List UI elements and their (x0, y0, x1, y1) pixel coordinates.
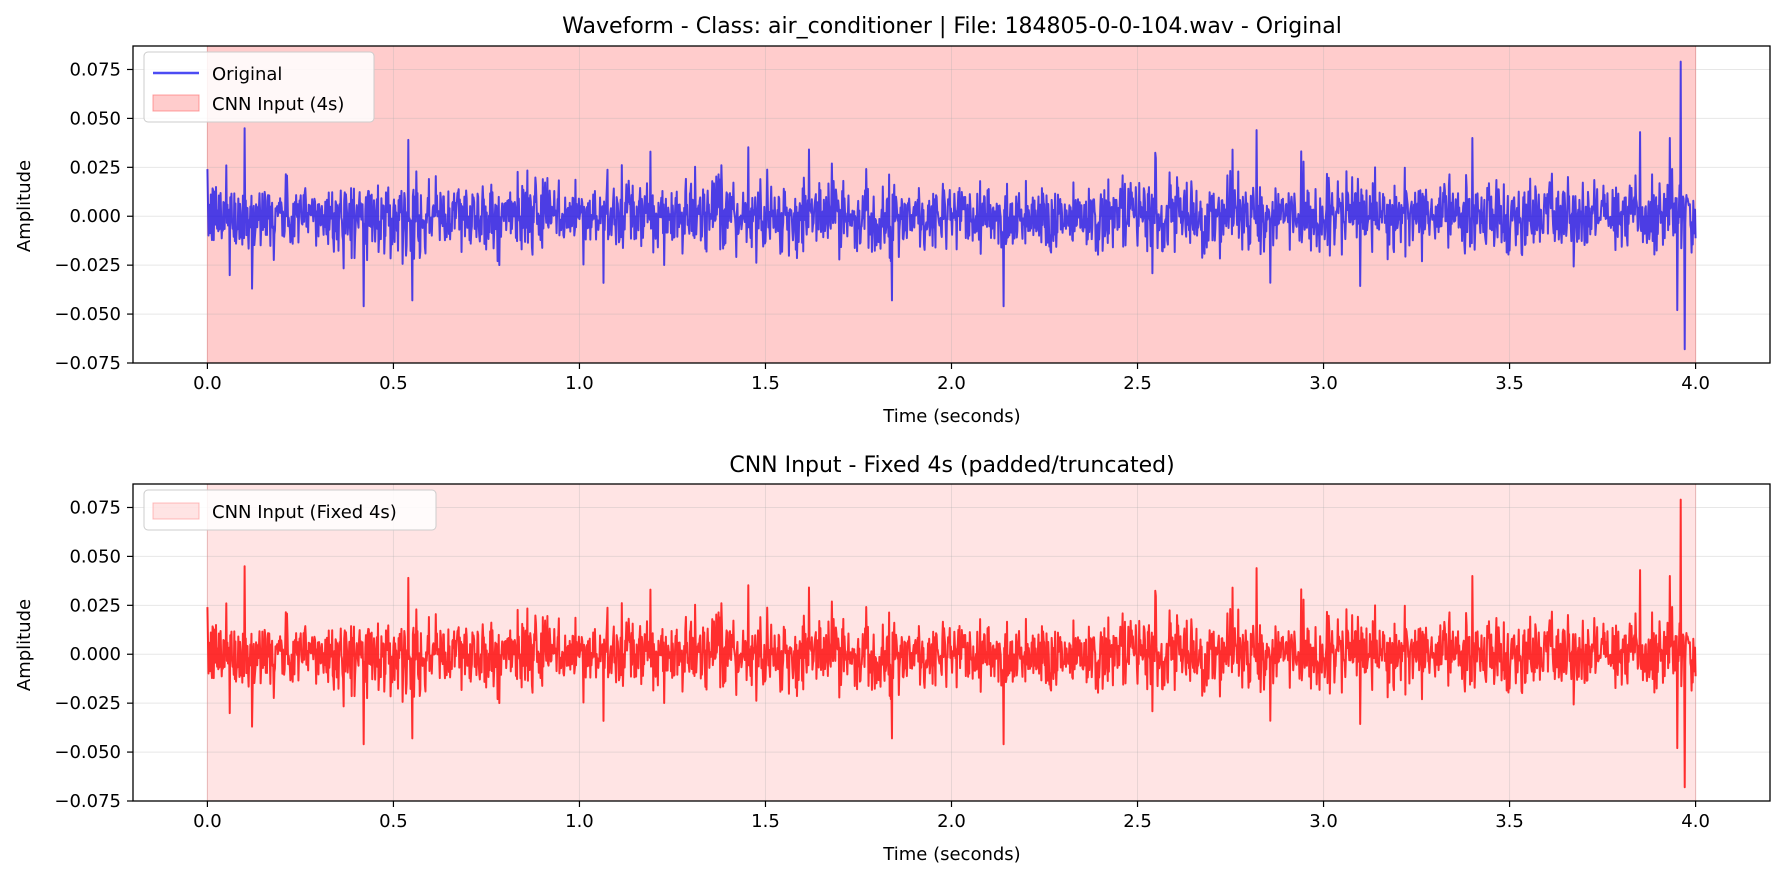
x-tick-label: 0.0 (193, 373, 222, 394)
x-tick-label: 0.0 (193, 811, 222, 832)
legend-box (143, 489, 437, 531)
y-tick-label: −0.050 (54, 742, 121, 763)
legend-swatch-cnn-input (152, 94, 200, 112)
x-tick-label: 2.5 (1123, 373, 1152, 394)
waveform-original-panel: Waveform - Class: air_conditioner | File… (14, 14, 1771, 427)
y-tick-label: −0.075 (54, 791, 121, 812)
y-axis-label: Amplitude (14, 160, 35, 252)
x-tick-label: 4.0 (1681, 373, 1710, 394)
chart-title: Waveform - Class: air_conditioner | File… (562, 14, 1342, 39)
cnn-input-panel: CNN Input - Fixed 4s (padded/truncated) … (14, 453, 1771, 865)
plot-area: 0.0 0.5 1.0 1.5 2.0 2.5 3.0 3.5 4.0 −0.075 −0.050 −… (54, 45, 1771, 394)
y-tick-label: 0.075 (69, 59, 121, 80)
x-axis-label: Time (seconds) (882, 844, 1020, 865)
y-tick-label: 0.025 (69, 157, 121, 178)
y-tick-label: −0.025 (54, 693, 121, 714)
y-axis-label: Amplitude (14, 599, 35, 691)
x-tick-label: 3.5 (1495, 811, 1524, 832)
y-tick-label: −0.075 (54, 353, 121, 374)
x-tick-label: 3.5 (1495, 373, 1524, 394)
chart-title: CNN Input - Fixed 4s (padded/truncated) (729, 453, 1174, 478)
x-tick-label: 1.0 (565, 373, 594, 394)
legend-box (143, 51, 375, 123)
x-tick-label: 1.5 (751, 373, 780, 394)
y-tick-label: 0.050 (69, 546, 121, 567)
x-tick-label: 2.0 (937, 811, 966, 832)
y-tick-label: −0.050 (54, 304, 121, 325)
x-axis-label: Time (seconds) (882, 406, 1020, 427)
x-tick-label: 2.0 (937, 373, 966, 394)
y-tick-label: −0.025 (54, 255, 121, 276)
waveform-line (206, 60, 1697, 351)
y-tick-label: 0.000 (69, 644, 121, 665)
x-tick-label: 2.5 (1123, 811, 1152, 832)
legend: Original CNN Input (4s) (143, 51, 375, 123)
legend-label-cnn-input: CNN Input (4s) (212, 94, 344, 115)
x-tick-label: 1.0 (565, 811, 594, 832)
legend-label-original: Original (212, 64, 282, 85)
x-tick-label: 4.0 (1681, 811, 1710, 832)
y-tick-label: 0.075 (69, 497, 121, 518)
x-tick-label: 0.5 (379, 373, 408, 394)
x-tick-label: 3.0 (1309, 373, 1338, 394)
x-tick-label: 1.5 (751, 811, 780, 832)
y-tick-label: 0.000 (69, 206, 121, 227)
y-tick-label: 0.050 (69, 108, 121, 129)
plot-area: 0.0 0.5 1.0 1.5 2.0 2.5 3.0 3.5 4.0 −0.075 −0.050 −… (54, 483, 1771, 832)
x-tick-label: 3.0 (1309, 811, 1338, 832)
legend-swatch-cnn-input (152, 502, 200, 520)
x-tick-label: 0.5 (379, 811, 408, 832)
waveform-line (206, 498, 1697, 789)
legend: CNN Input (Fixed 4s) (143, 489, 437, 531)
legend-label-cnn-input: CNN Input (Fixed 4s) (212, 502, 397, 523)
y-tick-label: 0.025 (69, 595, 121, 616)
